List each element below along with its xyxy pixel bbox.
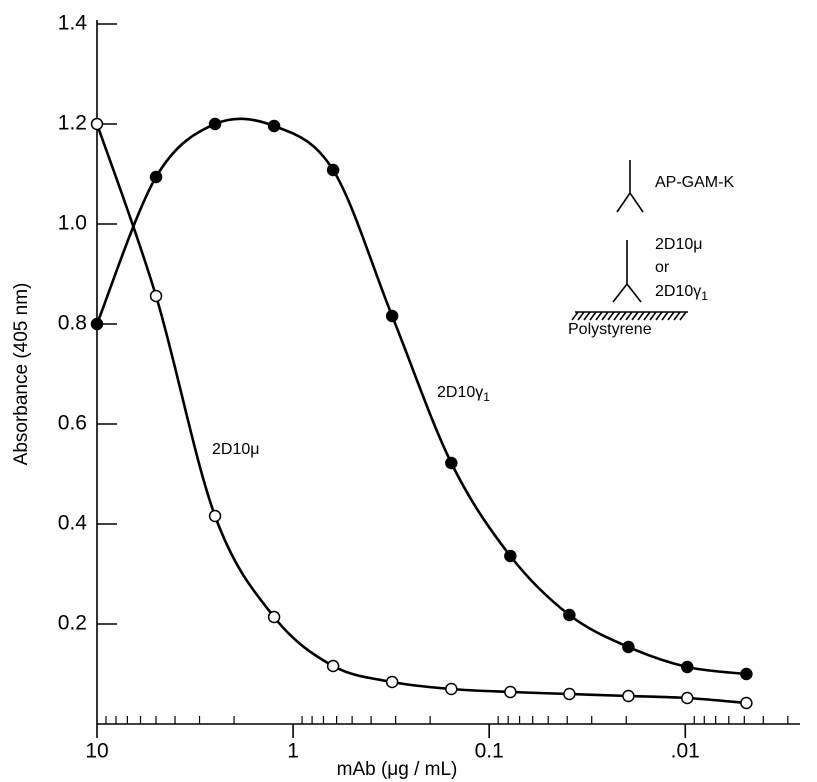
data-point [740,667,753,681]
data-point [740,696,753,710]
hatch-line [601,311,609,321]
data-point [149,289,163,303]
data-point [90,117,104,131]
hatch-line [619,311,627,321]
data-point [622,640,635,654]
hatch-line [571,311,579,321]
data-point [504,549,517,563]
y-axis-label: Absorbance (405 nm) [11,283,32,466]
data-point [563,608,576,622]
data-point [681,660,694,674]
inset-label-main: 2D10γ [655,283,701,300]
data-point [326,659,340,673]
hatch-line [589,311,597,321]
y-tick-label: 1.2 [58,112,87,135]
inset-label-sub: 1 [701,289,708,303]
inset-label: 2D10μ [655,236,702,253]
hatch-line [631,311,639,321]
antibody-arms [612,282,642,303]
hatch-line [583,311,591,321]
hatch-line [667,311,675,321]
hatch-line [679,311,687,321]
inset-label: AP-GAM-K [655,174,734,191]
hatch-line [655,311,663,321]
series-line [95,117,747,676]
x-axis-label: mAb (μg / mL) [337,759,458,780]
y-tick-label: 1.0 [58,212,87,235]
data-point [90,317,104,331]
x-tick-label: .01 [671,740,700,763]
curve-label-main: 2D10μ [212,441,259,458]
inset-diagram [571,160,688,321]
data-point [208,509,222,523]
y-tick-label: 0.8 [58,312,87,335]
y-tick-label: 0.6 [58,412,87,435]
hatch-line [649,311,657,321]
x-tick-label: 10 [85,740,108,763]
surface-hatch [571,311,687,321]
data-point [504,685,517,699]
hatch-line [673,311,681,321]
curve-label: 2D10γ1 [437,384,490,404]
y-tick-label: 1.4 [58,12,88,35]
series-line [95,123,747,705]
y-tick-label: 0.4 [58,512,88,535]
y-tick-label: 0.2 [58,612,87,635]
curve-label: 2D10μ [212,441,259,458]
data-point [622,689,635,703]
hatch-line [643,311,651,321]
data-point [385,309,399,323]
data-point [385,675,399,689]
x-tick-label: 0.1 [475,740,504,763]
hatch-line [661,311,669,321]
data-point [267,119,281,133]
inset-label: 2D10γ1 [655,283,708,303]
data-point [267,610,281,624]
hatch-line [637,311,645,321]
hatch-line [577,311,585,321]
curve-label-sub: 1 [483,390,490,404]
curve-label-main: 2D10γ [437,384,483,401]
hatch-line [595,311,603,321]
data-point [445,456,458,470]
hatch-line [613,311,621,321]
antibody-arms [616,191,644,213]
data-point [208,117,222,131]
x-tick-label: 1 [287,740,299,763]
inset-label: Polystyrene [568,321,652,338]
data-point [563,687,576,701]
data-point [149,170,163,184]
inset-label: or [655,259,670,276]
hatch-line [607,311,615,321]
data-point [326,163,340,177]
data-point [445,682,458,696]
hatch-line [625,311,633,321]
data-point [681,691,694,705]
